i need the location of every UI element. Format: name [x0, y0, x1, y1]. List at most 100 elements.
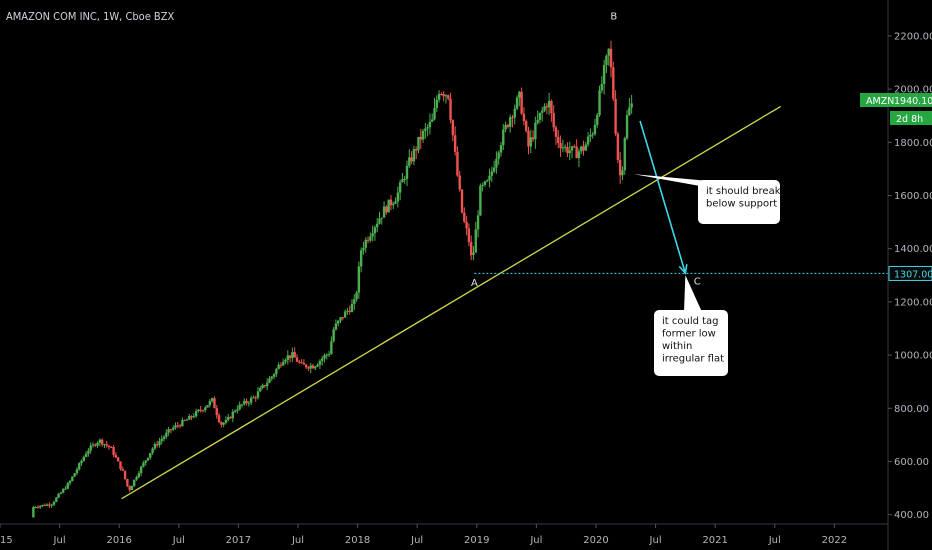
candle-body	[32, 507, 35, 518]
candle	[568, 141, 571, 161]
candle-body	[252, 397, 255, 399]
candle	[188, 413, 191, 420]
candle-body	[82, 456, 86, 461]
projection-arrow[interactable]	[639, 120, 687, 274]
candle	[162, 434, 166, 442]
candle	[133, 479, 136, 488]
candle-body	[146, 457, 150, 461]
candle	[508, 114, 512, 133]
candle-body	[476, 215, 480, 230]
callout-1[interactable]: it should break below support	[634, 174, 781, 224]
candle-body	[570, 146, 574, 151]
candle	[32, 505, 35, 518]
candle	[59, 491, 63, 495]
x-tick-label: 2015	[0, 535, 13, 546]
candle-body	[584, 144, 587, 151]
candle	[405, 160, 409, 186]
candle-body	[522, 113, 526, 122]
candle-body	[197, 409, 200, 412]
candle-body	[302, 362, 306, 365]
candle-body	[614, 98, 617, 134]
candle-body	[208, 400, 212, 406]
candle-body	[288, 355, 292, 358]
candle	[414, 146, 418, 160]
candle	[298, 359, 301, 364]
candle	[100, 438, 104, 447]
x-tick-label: Jul	[529, 535, 542, 546]
candle	[531, 130, 535, 142]
candle	[98, 438, 102, 447]
x-tick-label: Jul	[649, 535, 662, 546]
candle	[261, 383, 264, 390]
x-tick-label: 2017	[226, 535, 251, 546]
candle-body	[357, 266, 361, 293]
candle	[137, 470, 141, 479]
callout-pointer	[684, 275, 702, 312]
countdown-badge-bg	[890, 111, 932, 125]
candle	[380, 217, 383, 225]
candle	[43, 503, 47, 507]
candle-body	[220, 422, 223, 425]
y-tick-label: 2000.00	[894, 85, 932, 96]
candle	[39, 505, 42, 510]
wave-label-a: A	[471, 278, 478, 289]
candle-body	[64, 488, 67, 490]
candle-body	[451, 120, 455, 136]
candle-body	[112, 447, 115, 455]
candle-body	[373, 227, 377, 234]
candle-body	[45, 504, 49, 506]
candle-body	[396, 192, 400, 202]
candle	[114, 452, 118, 459]
candle	[288, 355, 292, 363]
projection-arrow-head	[678, 264, 688, 275]
candle-body	[568, 150, 571, 154]
candle-body	[625, 115, 629, 139]
candle-body	[497, 152, 500, 159]
candle-body	[612, 67, 615, 99]
candle	[474, 221, 477, 253]
candle-body	[348, 310, 351, 312]
candle-body	[359, 250, 363, 267]
candle	[534, 116, 537, 149]
candle-body	[135, 477, 138, 480]
candle-body	[298, 361, 301, 363]
candle	[270, 375, 273, 381]
candle	[442, 91, 445, 102]
candle-body	[325, 354, 328, 356]
candle-body	[474, 229, 477, 253]
candle-body	[499, 145, 503, 153]
candle	[426, 124, 429, 137]
candle	[325, 353, 328, 360]
candle	[94, 443, 97, 447]
candle	[586, 131, 590, 147]
candle-body	[623, 138, 626, 171]
candle	[552, 105, 555, 132]
candle	[563, 144, 567, 152]
candle	[573, 144, 576, 148]
candle	[204, 405, 207, 413]
candle-body	[589, 134, 592, 137]
support-trendline[interactable]	[121, 105, 782, 500]
candle	[591, 131, 594, 139]
candle-body	[178, 425, 182, 427]
candle-body	[153, 444, 157, 449]
candle	[123, 470, 127, 480]
candle-body	[559, 142, 562, 149]
candle	[369, 232, 372, 243]
candle	[48, 502, 51, 508]
candle	[174, 422, 177, 430]
candle	[309, 362, 312, 374]
candle-body	[332, 329, 335, 342]
candle-body	[366, 239, 370, 241]
candle-body	[270, 376, 273, 379]
candle-body	[275, 368, 278, 375]
candle	[447, 94, 450, 101]
candle	[605, 54, 608, 73]
candle	[550, 99, 553, 122]
candle	[602, 59, 606, 95]
candle	[227, 413, 230, 422]
candle-body	[545, 106, 549, 108]
candle	[291, 347, 294, 362]
